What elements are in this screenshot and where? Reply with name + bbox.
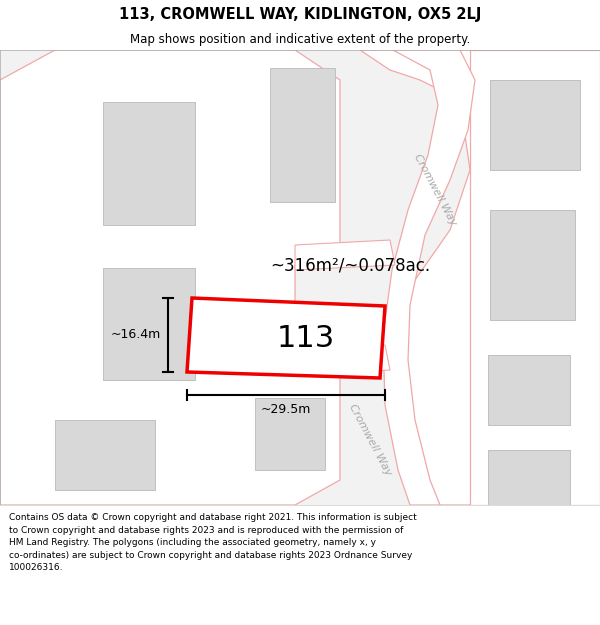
Text: 113: 113 bbox=[277, 324, 335, 353]
Polygon shape bbox=[383, 50, 475, 505]
Text: Cromwell Way: Cromwell Way bbox=[347, 402, 393, 478]
Polygon shape bbox=[488, 450, 570, 505]
Polygon shape bbox=[0, 50, 340, 505]
Polygon shape bbox=[488, 355, 570, 425]
Text: Cromwell Way: Cromwell Way bbox=[412, 152, 458, 228]
Text: ~316m²/~0.078ac.: ~316m²/~0.078ac. bbox=[270, 256, 430, 274]
Polygon shape bbox=[55, 420, 155, 490]
Polygon shape bbox=[187, 298, 385, 378]
Polygon shape bbox=[295, 345, 390, 375]
Polygon shape bbox=[360, 50, 600, 505]
Text: ~16.4m: ~16.4m bbox=[111, 329, 161, 341]
Text: ~29.5m: ~29.5m bbox=[261, 403, 311, 416]
Text: 113, CROMWELL WAY, KIDLINGTON, OX5 2LJ: 113, CROMWELL WAY, KIDLINGTON, OX5 2LJ bbox=[119, 8, 481, 22]
Polygon shape bbox=[103, 268, 195, 380]
Polygon shape bbox=[255, 398, 325, 470]
Polygon shape bbox=[270, 68, 335, 202]
Text: Contains OS data © Crown copyright and database right 2021. This information is : Contains OS data © Crown copyright and d… bbox=[9, 513, 417, 572]
Text: Map shows position and indicative extent of the property.: Map shows position and indicative extent… bbox=[130, 32, 470, 46]
Polygon shape bbox=[470, 50, 600, 505]
Polygon shape bbox=[490, 80, 580, 170]
Polygon shape bbox=[253, 307, 330, 368]
Polygon shape bbox=[490, 210, 575, 320]
Polygon shape bbox=[295, 240, 395, 270]
Polygon shape bbox=[103, 102, 195, 225]
